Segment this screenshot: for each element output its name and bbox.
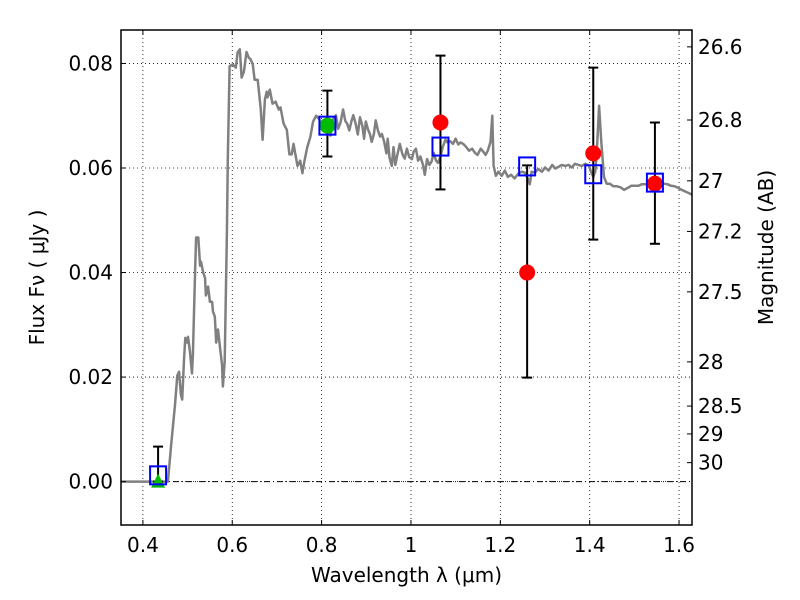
x-tick-label: 1.4 [574,533,606,557]
mag-tick-label: 28 [698,350,723,374]
x-tick-label: 1 [405,533,418,557]
x-tick-label: 0.4 [127,533,159,557]
spectrum-line [121,48,693,483]
right-y-axis-label: Magnitude (AB) [754,170,778,325]
x-tick-label: 0.6 [216,533,248,557]
observed-point [585,145,602,162]
mag-tick-label: 29 [698,422,723,446]
x-tick-label: 0.8 [306,533,338,557]
model-photometry-square [149,465,168,486]
model-photometry-square [431,136,450,157]
observed-point [519,264,536,281]
mag-tick-label: 27 [698,169,723,193]
x-tick-label: 1.2 [484,533,516,557]
mag-tick-label: 30 [698,451,723,475]
mag-tick-label: 26.8 [698,108,743,132]
y-tick-label: 0.04 [68,261,113,285]
observed-point [432,114,449,131]
model-photometry-square [518,156,537,177]
grid-lines [121,30,692,525]
model-photometry-square [318,115,337,136]
mag-tick-label: 26.6 [698,35,743,59]
x-tick-label: 1.6 [663,533,695,557]
y-axis-label: Flux Fν ( μJy ) [25,210,49,346]
model-photometry-square [584,164,603,185]
y-tick-label: 0.06 [68,156,113,180]
mag-tick-label: 27.2 [698,219,743,243]
axis-ticks: 0.4 0.6 0.8 1 1.2 1.4 1.6 0.00 0.02 0.04 0.06 0.08 2… [68,30,743,557]
mag-tick-label: 27.5 [698,280,743,304]
model-photometry-square [645,172,664,193]
observed-point [646,175,663,192]
plot-area [121,48,693,488]
observed-point-green [319,117,336,134]
mag-tick-label: 28.5 [698,394,743,418]
y-tick-label: 0.02 [68,365,113,389]
y-tick-label: 0.08 [68,51,113,75]
axes-frame [120,29,693,526]
y-tick-label: 0.00 [68,470,113,494]
x-axis-label: Wavelength λ (μm) [311,563,502,587]
